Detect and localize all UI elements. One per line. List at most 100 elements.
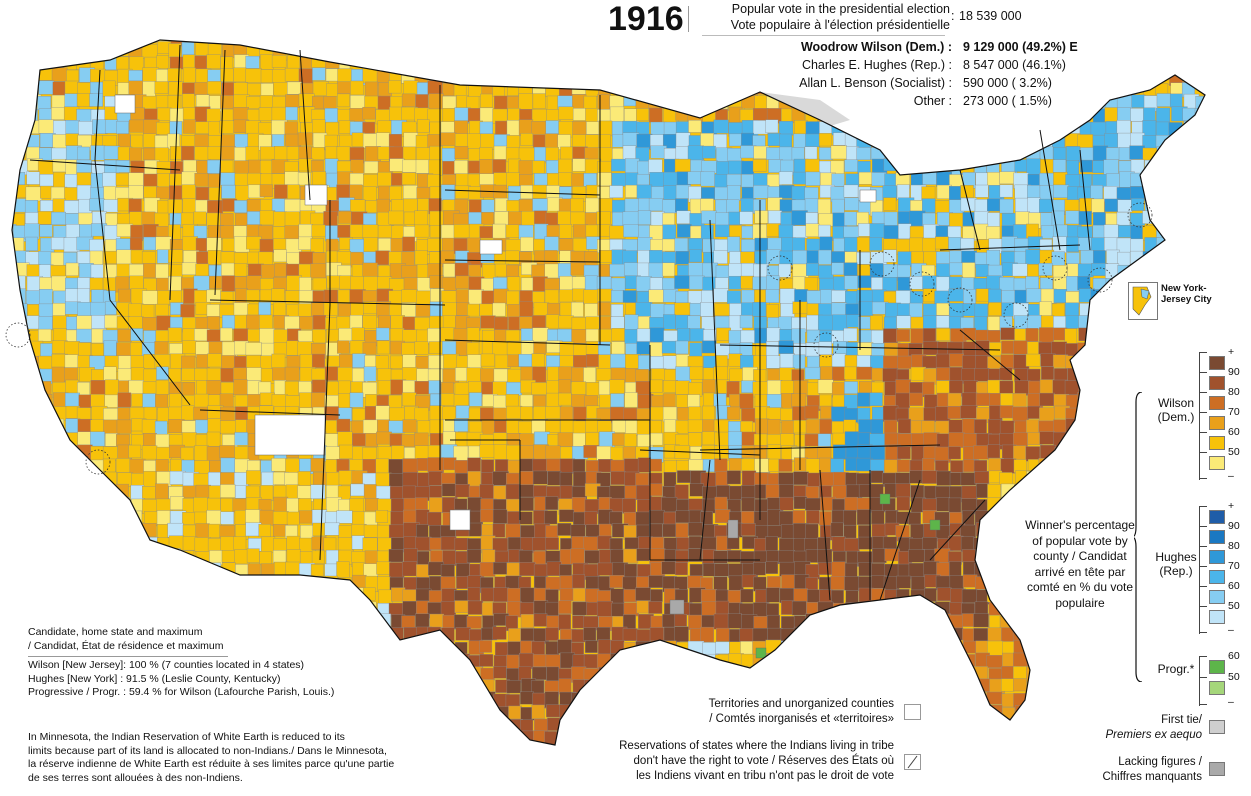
county-cell	[845, 447, 860, 460]
county-cell	[390, 691, 404, 708]
county-cell	[571, 629, 586, 643]
county-cell	[948, 432, 965, 448]
county-cell	[765, 119, 779, 134]
county-cell	[337, 705, 351, 722]
county-cell	[1158, 484, 1174, 500]
county-cell	[170, 561, 184, 578]
county-cell	[676, 499, 691, 513]
county-cell	[753, 562, 766, 576]
county-cell	[286, 549, 301, 564]
county-cell	[1040, 470, 1055, 484]
county-cell	[505, 250, 520, 265]
county-cell	[116, 511, 130, 525]
county-cell	[663, 460, 677, 473]
county-cell	[727, 185, 741, 201]
county-cell	[767, 133, 781, 146]
county-cell	[1142, 680, 1159, 696]
county-cell	[988, 510, 1003, 526]
county-cell	[830, 145, 848, 160]
county-cell	[155, 483, 169, 500]
county-cell	[1182, 224, 1200, 238]
county-cell	[141, 574, 155, 589]
county-cell	[1184, 328, 1198, 344]
county-cell	[206, 304, 220, 318]
county-cell	[804, 538, 818, 552]
county-cell	[455, 173, 470, 187]
county-cell	[1144, 184, 1162, 198]
county-cell	[973, 119, 990, 136]
county-cell	[1053, 276, 1068, 291]
county-cell	[856, 211, 869, 226]
county-cell	[883, 639, 897, 653]
county-cell	[76, 315, 93, 331]
county-cell	[1014, 368, 1030, 383]
county-cell	[455, 250, 470, 265]
county-cell	[90, 264, 104, 280]
county-cell	[936, 433, 950, 450]
county-cell	[245, 120, 261, 135]
county-cell	[1208, 186, 1220, 199]
county-cell	[493, 706, 509, 721]
county-cell	[349, 392, 364, 408]
county-cell	[675, 132, 691, 147]
county-cell	[271, 457, 288, 472]
county-cell	[518, 652, 534, 670]
county-cell	[402, 419, 417, 433]
county-cell	[869, 392, 883, 406]
county-cell	[1080, 250, 1094, 265]
county-cell	[701, 187, 717, 200]
county-cell	[167, 199, 183, 215]
county-cell	[622, 145, 637, 160]
county-cell	[441, 692, 458, 706]
county-cell	[364, 160, 379, 174]
county-cell	[700, 681, 715, 697]
county-cell	[12, 275, 15, 290]
county-cell	[440, 536, 457, 551]
county-cell	[987, 212, 1000, 228]
county-cell	[402, 354, 417, 369]
county-cell	[12, 459, 15, 476]
county-cell	[818, 576, 833, 591]
county-cell	[1131, 691, 1144, 705]
county-cell	[818, 613, 835, 628]
county-cell	[585, 134, 599, 149]
county-cell	[142, 290, 158, 305]
county-cell	[1040, 640, 1055, 654]
county-cell	[429, 613, 444, 628]
county-cell	[427, 328, 442, 344]
county-cell	[793, 457, 808, 472]
county-cell	[728, 431, 743, 446]
county-cell	[12, 522, 16, 536]
county-cell	[479, 562, 496, 577]
county-cell	[338, 639, 353, 654]
county-cell	[467, 108, 482, 123]
county-cell	[974, 210, 989, 225]
county-cell	[102, 446, 118, 461]
county-cell	[936, 328, 951, 341]
county-cell	[1000, 354, 1016, 370]
county-cell	[50, 458, 64, 472]
county-cell	[1104, 458, 1120, 473]
county-cell	[793, 133, 807, 149]
county-cell	[844, 431, 860, 448]
county-cell	[1038, 666, 1054, 681]
county-cell	[688, 536, 702, 549]
county-cell	[64, 200, 81, 214]
county-cell	[819, 511, 832, 526]
county-cell	[155, 588, 169, 604]
county-cell	[544, 510, 558, 525]
county-cell	[102, 562, 118, 579]
county-cell	[207, 250, 222, 265]
county-cell	[375, 405, 390, 422]
county-cell	[195, 523, 210, 538]
county-cell	[104, 497, 118, 511]
county-cell	[753, 616, 768, 630]
county-cell	[117, 329, 132, 342]
county-cell	[39, 289, 53, 305]
county-cell	[870, 653, 887, 668]
county-cell	[91, 525, 108, 538]
county-cell	[831, 173, 845, 187]
county-cell	[557, 158, 573, 175]
county-cell	[1168, 250, 1182, 264]
county-cell	[741, 511, 756, 525]
